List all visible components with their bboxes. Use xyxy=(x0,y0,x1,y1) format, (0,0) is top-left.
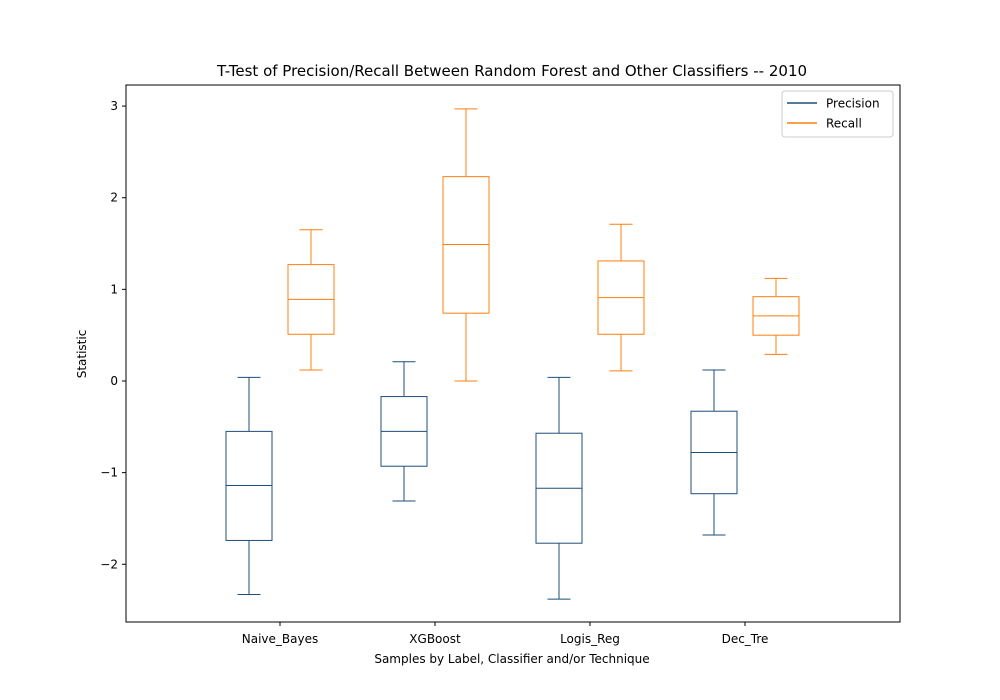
x-tick-label: XGBoost xyxy=(409,632,461,646)
y-tick-label: 1 xyxy=(110,282,118,296)
x-tick-label: Dec_Tre xyxy=(722,632,769,646)
chart-title: T-Test of Precision/Recall Between Rando… xyxy=(216,62,807,80)
box-recall-xgboost xyxy=(442,108,490,382)
y-tick-label: 0 xyxy=(110,374,118,388)
legend-label-precision: Precision xyxy=(826,97,880,111)
x-axis-label: Samples by Label, Classifier and/or Tech… xyxy=(374,652,649,666)
x-tick-label: Naive_Bayes xyxy=(242,632,318,646)
plot-frame xyxy=(125,84,901,623)
legend-label-recall: Recall xyxy=(826,117,862,131)
y-tick-label: −1 xyxy=(100,466,118,480)
x-tick-label: Logis_Reg xyxy=(560,632,620,646)
box-precision-naive-bayes xyxy=(225,376,273,596)
y-tick-label: 3 xyxy=(110,99,118,113)
y-tick-label: 2 xyxy=(110,191,118,205)
box-precision-logis-reg xyxy=(535,376,583,600)
legend: Precision Recall xyxy=(781,90,894,138)
box-recall-naive-bayes xyxy=(287,229,335,371)
y-tick-label: −2 xyxy=(100,557,118,571)
y-axis-label: Statistic xyxy=(75,330,89,379)
axes-layer: −2 −1 0 1 2 3 Naive_Bayes XGBoost Logis_Reg Dec_T… xyxy=(100,99,768,646)
box-recall-dec-tre xyxy=(752,277,800,355)
box-precision-dec-tre xyxy=(690,369,738,536)
plot-content xyxy=(225,108,800,600)
box-precision-xgboost xyxy=(380,361,428,502)
box-recall-logis-reg xyxy=(597,223,645,372)
